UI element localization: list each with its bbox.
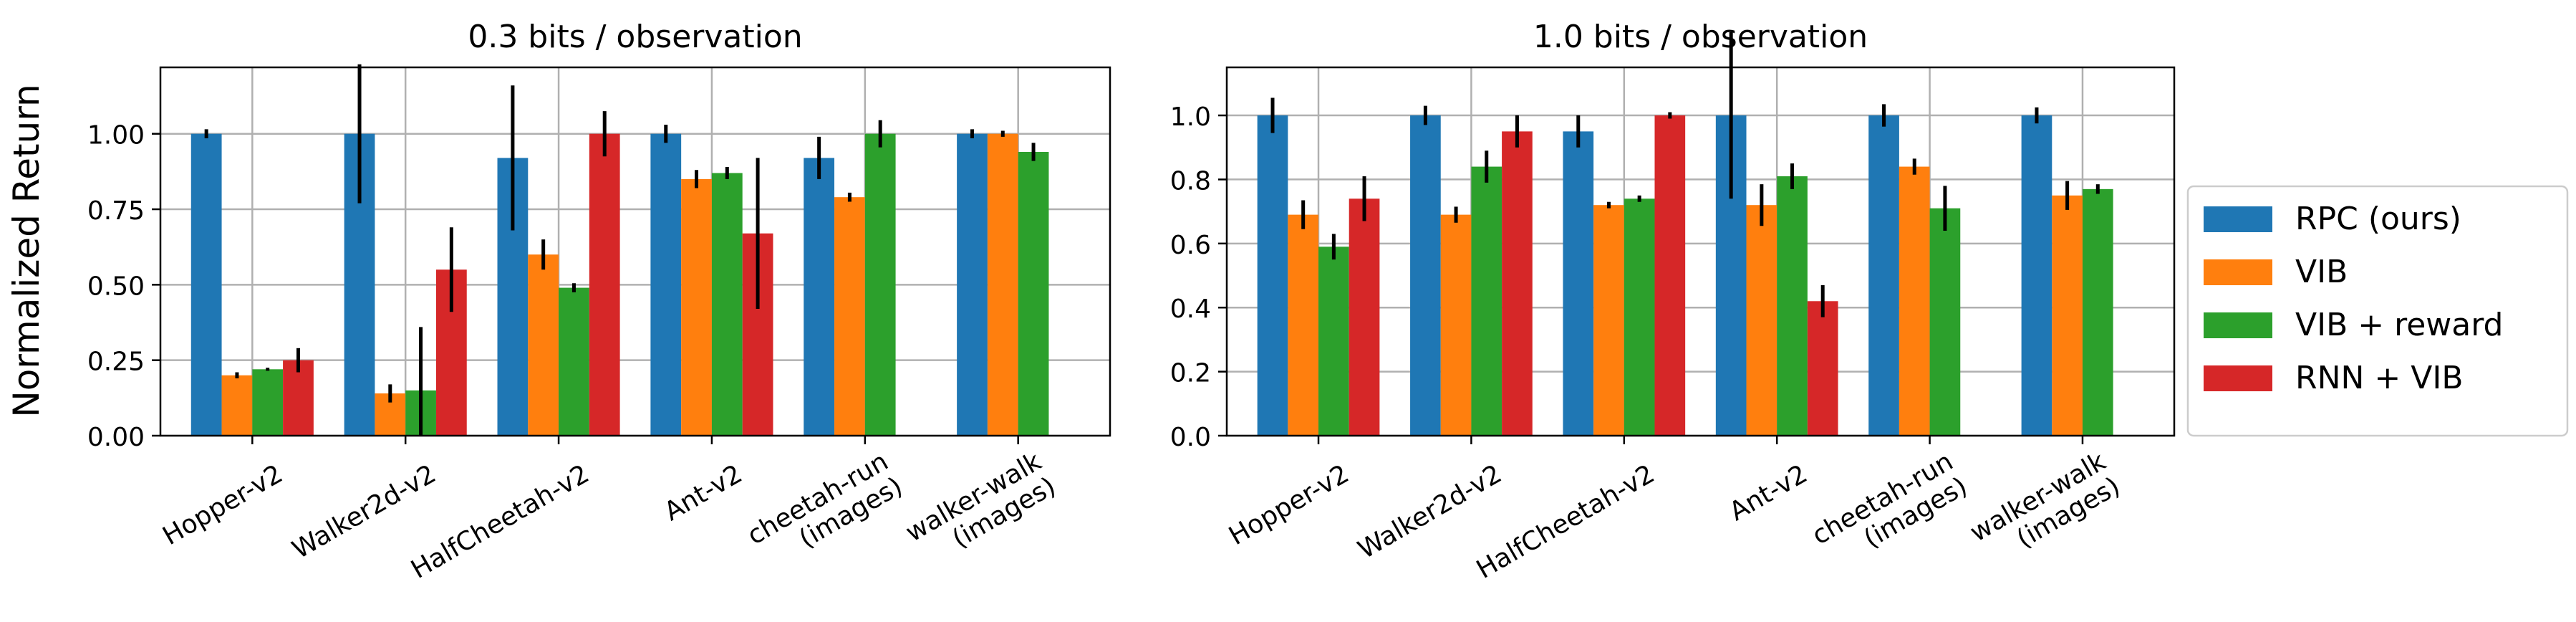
series-4 xyxy=(283,111,773,436)
bar xyxy=(1746,205,1777,436)
x-tick-label: cheetah-run(images) xyxy=(1808,446,1972,575)
bar xyxy=(221,375,253,436)
x-tick-label: Hopper-v2 xyxy=(1224,459,1354,551)
legend-label: VIB + reward xyxy=(2295,307,2504,343)
bar xyxy=(1777,176,1808,436)
legend-swatch xyxy=(2204,312,2272,338)
y-tick-label: 0.25 xyxy=(87,348,145,377)
bar xyxy=(2021,115,2052,436)
chart-panel-1: 0.3 bits / observation 0.00 0.25 0.50 0.75 1.… xyxy=(87,19,1111,585)
legend-label: VIB xyxy=(2295,254,2348,290)
bar xyxy=(1440,214,1472,436)
x-tick-label: Walker2d-v2 xyxy=(1354,459,1507,565)
bar xyxy=(528,254,559,436)
series-1 xyxy=(1257,32,2052,436)
y-tick-label: 1.00 xyxy=(87,121,145,150)
series-3 xyxy=(252,120,1049,436)
bar xyxy=(1288,214,1319,436)
y-tick-label: 0.4 xyxy=(1170,295,1211,324)
bar xyxy=(864,133,896,436)
bar xyxy=(1654,115,1686,436)
bar xyxy=(283,360,314,436)
bar xyxy=(1899,166,1930,436)
bar xyxy=(1471,166,1502,436)
y-tick-label: 0.2 xyxy=(1170,359,1211,388)
bar xyxy=(681,178,712,436)
x-tick-label: walker-walk(images) xyxy=(901,446,1061,573)
series-4 xyxy=(1349,112,1838,436)
x-tick-label: Ant-v2 xyxy=(660,459,748,527)
legend-frame xyxy=(2186,185,2569,437)
bar xyxy=(1018,151,1049,436)
legend-label: RNN + VIB xyxy=(2295,360,2464,396)
series-2 xyxy=(221,130,1018,436)
x-tick-label: cheetah-run(images) xyxy=(743,446,907,575)
legend-label: RPC (ours) xyxy=(2295,201,2461,237)
y-tick-label: 1.0 xyxy=(1170,102,1211,132)
chart-panel-2: 1.0 bits / observation 0.0 0.2 0.4 0.6 0.8 1.0… xyxy=(1170,19,2176,585)
bar xyxy=(1410,115,1441,436)
chart-panels: 0.3 bits / observation 0.00 0.25 0.50 0.75 1.… xyxy=(87,19,2176,585)
bar xyxy=(834,197,865,436)
bar xyxy=(1593,205,1624,436)
legend-swatch xyxy=(2204,365,2272,391)
legend-swatch xyxy=(2204,259,2272,285)
y-tick-label: 0.00 xyxy=(87,423,145,452)
x-tick-label: Walker2d-v2 xyxy=(287,459,440,565)
x-tick-label: walker-walk(images) xyxy=(1965,446,2125,573)
legend: RPC (ours) VIB VIB + reward RNN + VIB xyxy=(2186,185,2569,437)
bar xyxy=(559,287,589,436)
bar xyxy=(1807,301,1838,436)
series-2 xyxy=(1288,158,2083,436)
y-tick-label: 0.6 xyxy=(1170,231,1211,260)
bar xyxy=(1624,198,1655,436)
bar xyxy=(1318,247,1349,436)
bar xyxy=(650,133,682,436)
x-tick-label: Ant-v2 xyxy=(1724,459,1813,527)
legend-swatch xyxy=(2204,206,2272,232)
bar xyxy=(1868,115,1899,436)
axes-frame xyxy=(159,66,1111,437)
bar xyxy=(1929,208,1961,436)
bar xyxy=(1502,131,1533,436)
y-tick-label: 0.75 xyxy=(87,196,145,226)
y-tick-label: 0.0 xyxy=(1170,423,1211,452)
series-1 xyxy=(190,64,988,436)
bar xyxy=(252,369,284,436)
chart-title: 0.3 bits / observation xyxy=(468,19,802,55)
bar xyxy=(1349,198,1380,436)
bar xyxy=(190,133,222,436)
bar xyxy=(2082,188,2113,436)
bar xyxy=(2052,195,2083,436)
bar xyxy=(1257,115,1288,436)
bar xyxy=(987,133,1018,436)
bar xyxy=(804,158,835,436)
y-tick-label: 0.50 xyxy=(87,272,145,301)
figure-ylabel: Normalized Return xyxy=(6,84,47,417)
y-tick-label: 0.8 xyxy=(1170,166,1211,196)
series-3 xyxy=(1318,150,2113,436)
chart-title: 1.0 bits / observation xyxy=(1533,19,1868,55)
bar xyxy=(1563,131,1594,436)
axes-frame xyxy=(1225,66,2176,437)
bar xyxy=(711,173,743,436)
bar xyxy=(589,133,620,436)
bar xyxy=(957,133,988,436)
x-tick-label: Hopper-v2 xyxy=(158,459,288,551)
